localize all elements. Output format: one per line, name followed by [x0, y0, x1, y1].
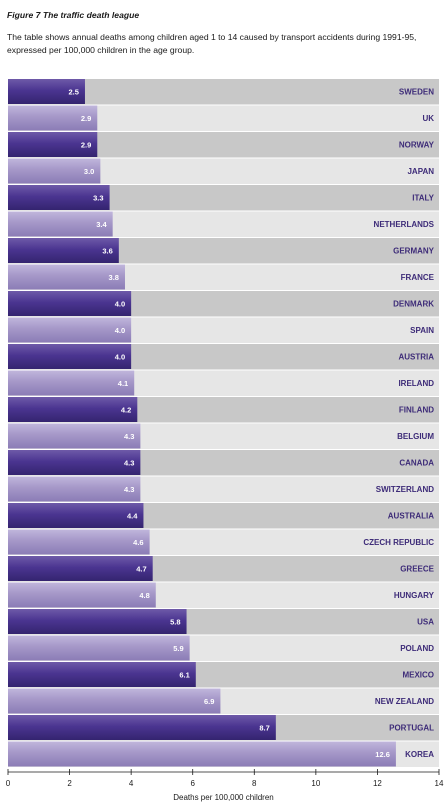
value-label: 8.7: [259, 724, 269, 733]
bar: [8, 291, 132, 316]
category-label: NORWAY: [399, 141, 435, 150]
value-label: 2.9: [81, 114, 91, 123]
value-label: 4.0: [115, 326, 125, 335]
category-label: BELGIUM: [397, 432, 434, 441]
bar: [8, 529, 150, 555]
value-label: 2.5: [69, 88, 79, 97]
category-label: FINLAND: [399, 406, 434, 415]
bar: [8, 715, 276, 740]
bar: [8, 609, 187, 634]
bar: [8, 397, 138, 422]
bar: [8, 264, 125, 290]
x-tick-label: 0: [6, 779, 11, 788]
value-label: 4.8: [139, 591, 149, 600]
x-tick-label: 10: [311, 779, 320, 788]
bar: [8, 476, 141, 502]
value-label: 3.4: [96, 220, 107, 229]
category-label: CANADA: [399, 459, 434, 468]
bar: [8, 503, 144, 528]
category-label: GERMANY: [393, 247, 435, 256]
category-label: CZECH REPUBLIC: [363, 538, 434, 547]
bar: [8, 317, 132, 343]
category-label: MEXICO: [402, 671, 434, 680]
category-label: NETHERLANDS: [374, 220, 435, 229]
category-label: DENMARK: [393, 300, 434, 309]
x-tick-label: 2: [67, 779, 72, 788]
value-label: 4.6: [133, 538, 143, 547]
value-label: 3.0: [84, 167, 94, 176]
category-label: USA: [417, 618, 434, 627]
value-label: 4.1: [118, 379, 128, 388]
bar: [8, 105, 98, 131]
x-axis-label: Deaths per 100,000 children: [173, 793, 274, 802]
bar: [8, 635, 190, 661]
category-label: GREECE: [400, 565, 434, 574]
value-label: 3.6: [102, 247, 112, 256]
bar: [8, 688, 221, 714]
category-label: AUSTRIA: [398, 353, 434, 362]
category-label: KOREA: [405, 750, 434, 759]
bar: [8, 582, 156, 608]
x-tick-label: 8: [252, 779, 257, 788]
value-label: 5.8: [170, 618, 180, 627]
bar: [8, 211, 113, 237]
category-label: SWITZERLAND: [376, 485, 434, 494]
bar: [8, 450, 141, 475]
value-label: 4.3: [124, 459, 134, 468]
category-label: JAPAN: [407, 167, 434, 176]
value-label: 4.0: [115, 300, 125, 309]
category-label: SWEDEN: [399, 88, 434, 97]
x-axis: 0 2 4 6 8 10 12 14: [6, 769, 444, 788]
value-label: 4.3: [124, 432, 134, 441]
category-label: IRELAND: [398, 379, 434, 388]
bar: [8, 741, 396, 767]
value-label: 4.0: [115, 353, 125, 362]
bar: [8, 423, 141, 449]
bar: [8, 132, 98, 157]
value-label: 6.9: [204, 697, 214, 706]
category-label: SPAIN: [410, 326, 434, 335]
x-tick-label: 14: [435, 779, 444, 788]
bar: [8, 556, 153, 581]
bar: [8, 344, 132, 369]
value-label: 4.4: [127, 512, 138, 521]
category-label: NEW ZEALAND: [375, 697, 434, 706]
bar: [8, 662, 196, 687]
x-tick-label: 12: [373, 779, 382, 788]
bar: [8, 370, 135, 396]
value-label: 4.7: [136, 565, 146, 574]
category-label: UK: [422, 114, 434, 123]
value-label: 3.3: [93, 194, 103, 203]
bar: [8, 158, 101, 184]
value-label: 12.6: [375, 750, 390, 759]
value-label: 4.2: [121, 406, 131, 415]
value-label: 6.1: [179, 671, 189, 680]
value-label: 3.8: [109, 273, 119, 282]
x-tick-label: 4: [129, 779, 134, 788]
chart-subtitle: The table shows annual deaths among chil…: [7, 32, 417, 55]
x-tick-label: 6: [190, 779, 195, 788]
bar: [8, 79, 85, 104]
bars: 2.5 SWEDEN 2.9 UK 2.9 NORWAY 3.0 JAPAN 3.3 ITALY 3…: [8, 79, 435, 767]
value-label: 5.9: [173, 644, 183, 653]
bar: [8, 238, 119, 263]
value-label: 4.3: [124, 485, 134, 494]
category-label: AUSTRALIA: [388, 512, 434, 521]
value-label: 2.9: [81, 141, 91, 150]
category-label: POLAND: [400, 644, 434, 653]
category-label: HUNGARY: [394, 591, 435, 600]
chart-title: Figure 7 The traffic death league: [7, 10, 140, 20]
category-label: PORTUGAL: [389, 724, 434, 733]
bar: [8, 185, 110, 210]
category-label: FRANCE: [401, 273, 435, 282]
category-label: ITALY: [412, 194, 434, 203]
